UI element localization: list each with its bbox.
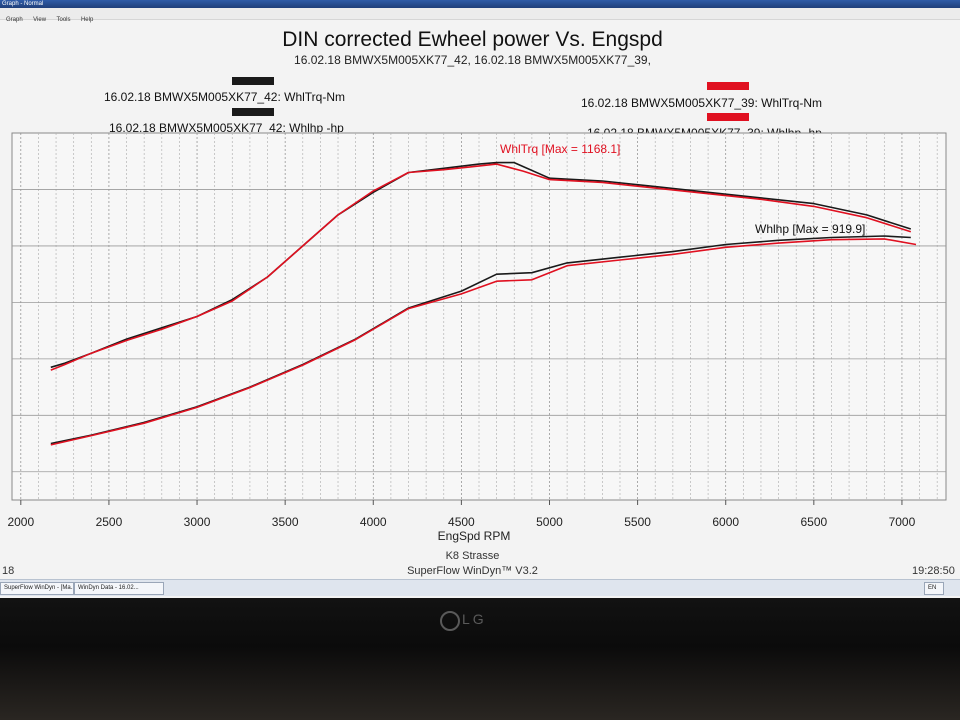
legend-swatch-39-trq xyxy=(707,82,749,90)
taskbar: SuperFlow WinDyn - [Ma... WinDyn Data - … xyxy=(0,579,960,596)
x-axis-label: EngSpd RPM xyxy=(438,529,511,543)
legend-label-42-trq: 16.02.18 BMWX5M005XK77_42: WhlTrq-Nm xyxy=(104,90,345,104)
lg-logo-icon xyxy=(440,611,460,631)
x-tick-label: 2000 xyxy=(7,515,34,529)
hp-max-annotation: Whlhp [Max = 919.9] xyxy=(755,222,865,236)
footer-time: 19:28:50 xyxy=(912,565,955,577)
x-tick-label: 5000 xyxy=(536,515,563,529)
x-tick-label: 4000 xyxy=(360,515,387,529)
dyno-chart: 2000 2500 3000 3500 4000 4500 5000 5500 6000 6500… xyxy=(7,132,947,543)
menu-graph[interactable]: Graph xyxy=(6,17,23,23)
monitor-brand: LG xyxy=(462,611,487,627)
monitor-screen: Graph - Normal Graph View Tools Help DIN… xyxy=(0,0,960,600)
menu-bar: Graph View Tools Help xyxy=(0,8,960,23)
x-tick-label: 3000 xyxy=(184,515,211,529)
legend-swatch-42-hp xyxy=(232,108,274,116)
monitor-bezel xyxy=(0,598,960,720)
x-tick-label: 7000 xyxy=(889,515,916,529)
torque-max-annotation: WhlTrq [Max = 1168.1] xyxy=(500,142,620,156)
x-tick-label: 2500 xyxy=(96,515,123,529)
menu-tools[interactable]: Tools xyxy=(56,17,71,23)
footer-location: K8 Strasse xyxy=(445,550,500,562)
menu-help[interactable]: Help xyxy=(80,17,94,23)
x-tick-label: 3500 xyxy=(272,515,299,529)
footer-software: SuperFlow WinDyn™ V3.2 xyxy=(407,565,538,577)
menu-view[interactable]: View xyxy=(33,17,47,23)
legend-label-39-trq: 16.02.18 BMWX5M005XK77_39: WhlTrq-Nm xyxy=(581,96,822,110)
legend-swatch-39-hp xyxy=(707,113,749,121)
window-title: Graph - Normal xyxy=(2,1,44,7)
x-tick-label: 5500 xyxy=(624,515,651,529)
window-titlebar: Graph - Normal xyxy=(0,0,960,8)
taskbar-item-superflow[interactable]: SuperFlow WinDyn - [Ma... xyxy=(0,582,74,595)
chart-title: DIN corrected Ewheel power Vs. Engspd xyxy=(282,28,663,51)
chart-subtitle: 16.02.18 BMWX5M005XK77_42, 16.02.18 BMWX… xyxy=(294,53,651,67)
x-tick-label: 6000 xyxy=(712,515,739,529)
footer-date-fragment: 18 xyxy=(2,565,15,577)
x-tick-label: 4500 xyxy=(448,515,475,529)
plot-area xyxy=(11,132,947,501)
legend-swatch-42-trq xyxy=(232,77,274,85)
x-tick-label: 6500 xyxy=(800,515,827,529)
legend-label-42-hp: 16.02.18 BMWX5M005XK77_42: Whlhp -hp xyxy=(109,121,344,135)
series-line-1 xyxy=(50,163,912,371)
taskbar-item-windyn-data[interactable]: WinDyn Data - 16.02... xyxy=(74,582,164,595)
taskbar-tray-language[interactable]: EN xyxy=(924,582,944,595)
series-line-3 xyxy=(50,238,917,446)
